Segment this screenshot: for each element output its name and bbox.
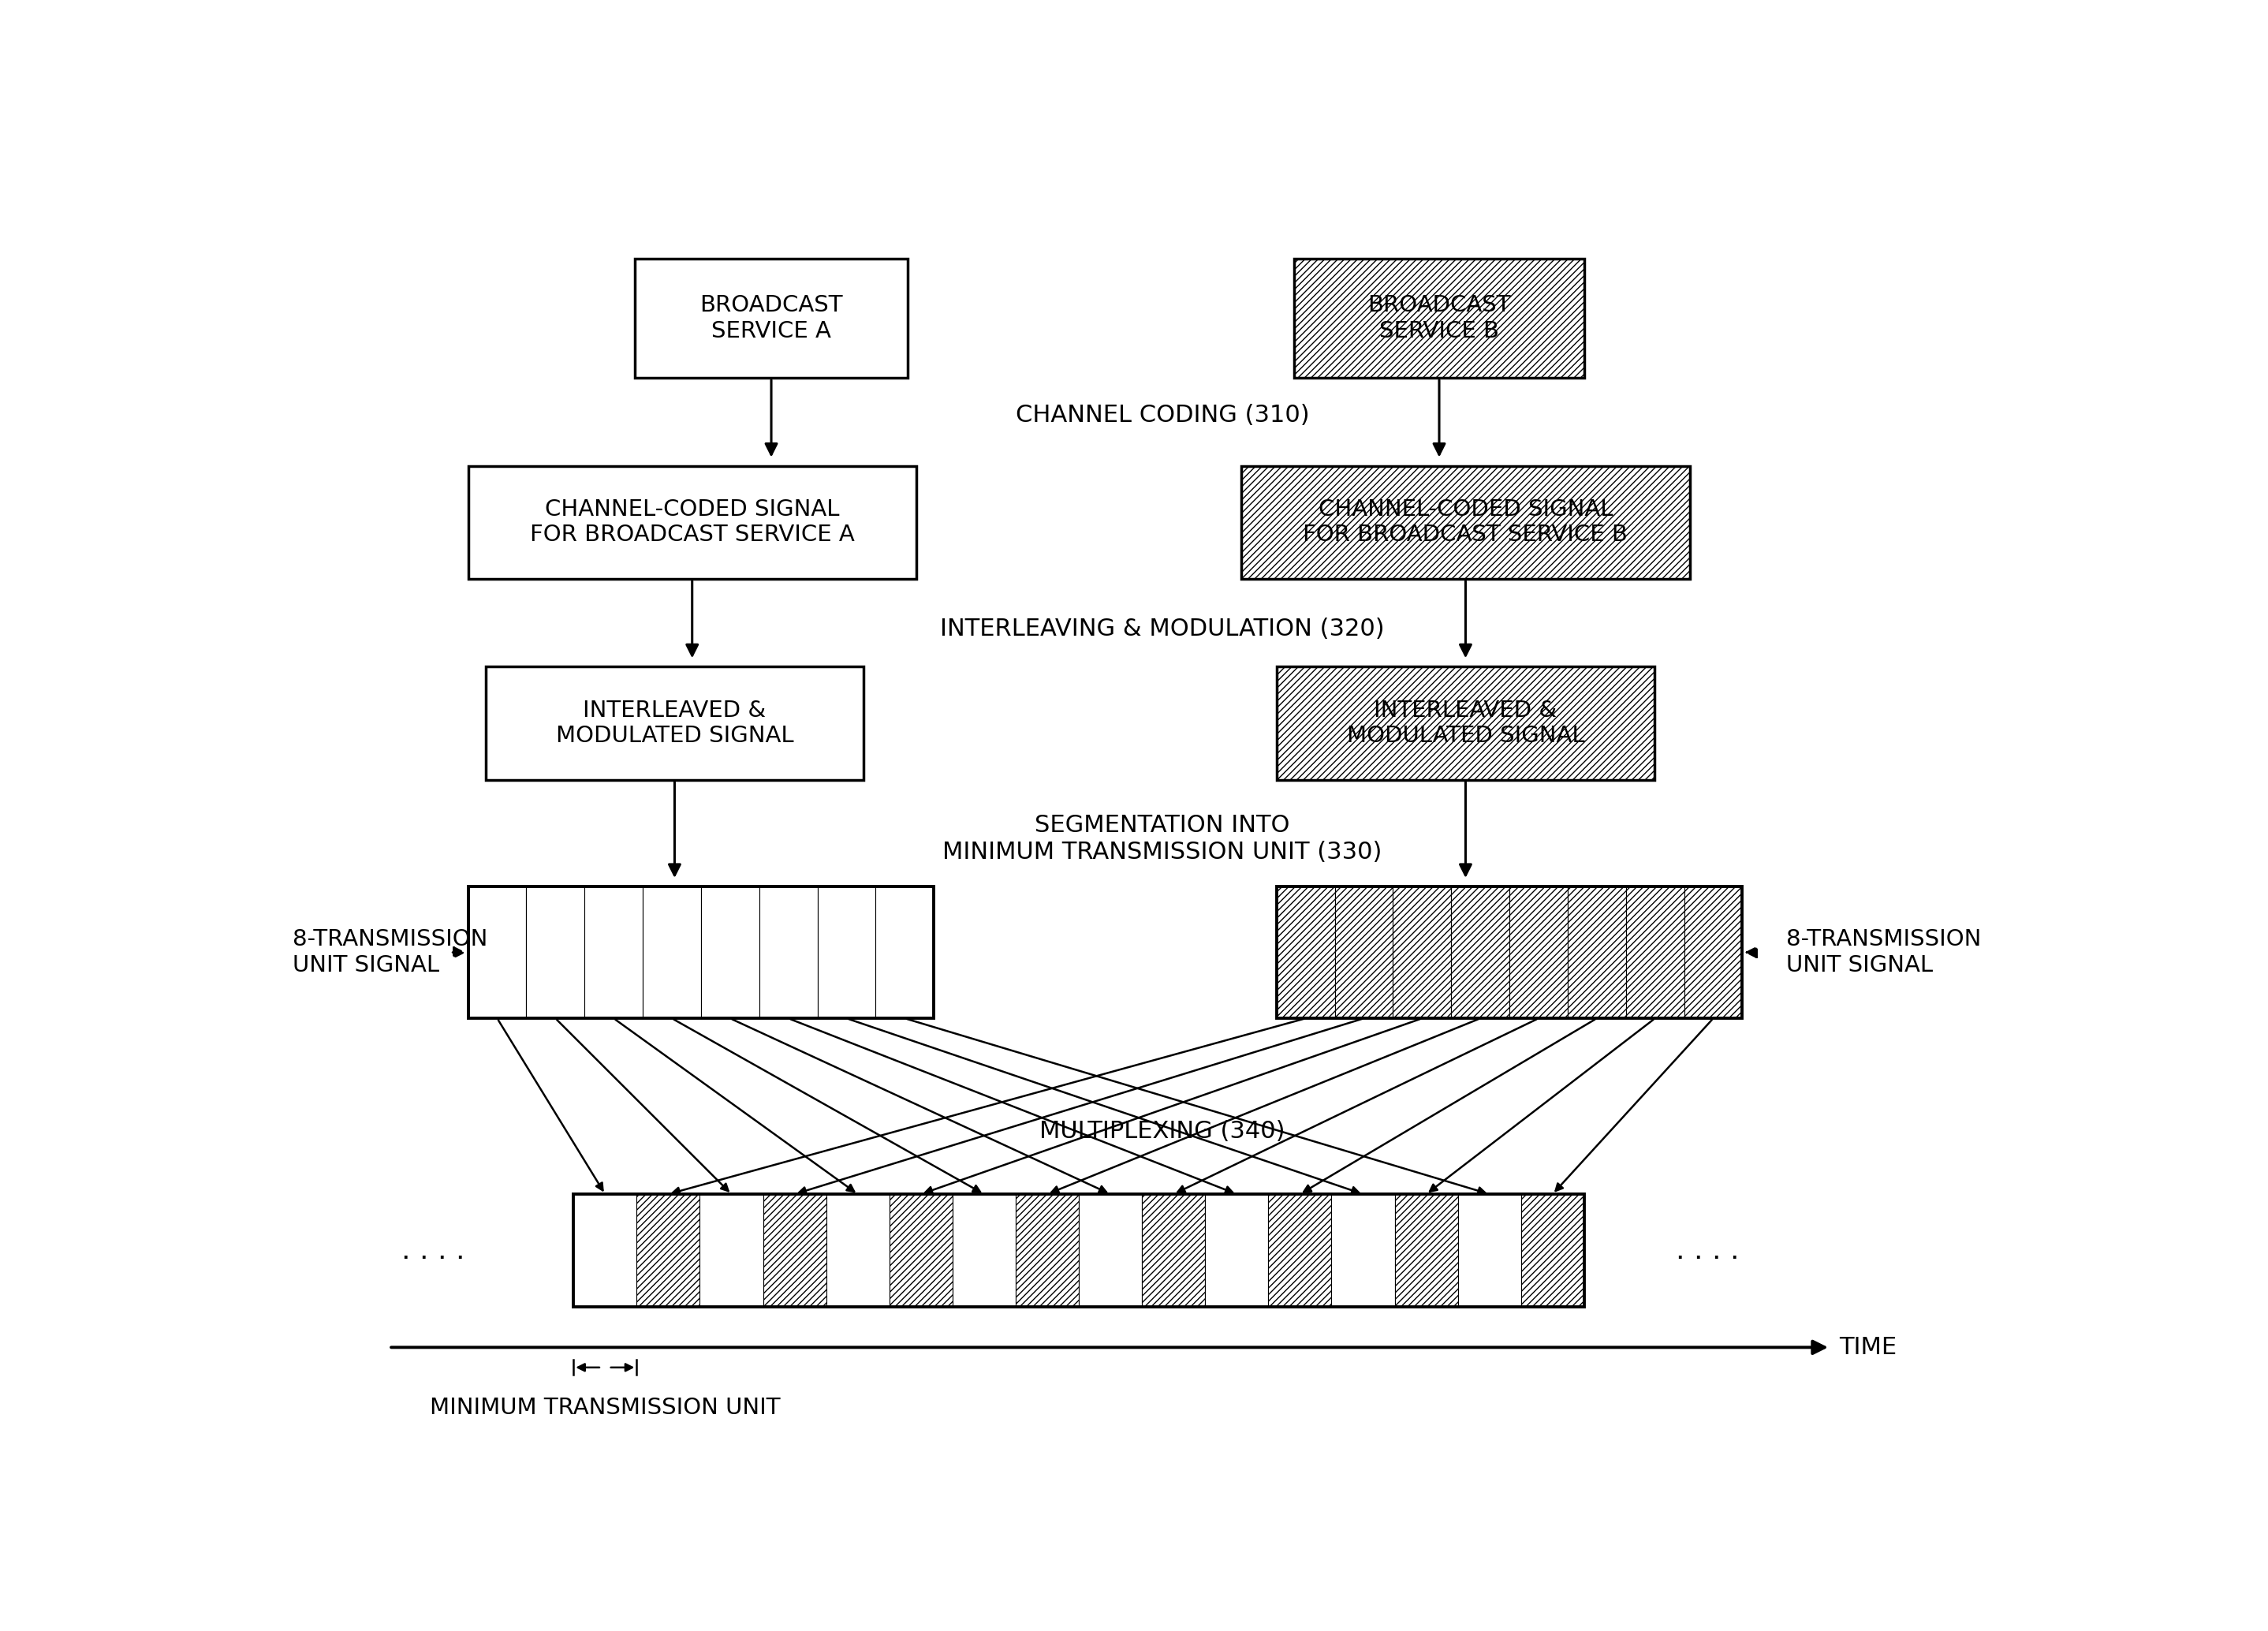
Bar [1143, 1194, 1204, 1306]
Text: TIME: TIME [1839, 1336, 1896, 1359]
Bar [1522, 1194, 1583, 1306]
Text: INTERLEAVED &
MODULATED SIGNAL: INTERLEAVED & MODULATED SIGNAL [556, 700, 794, 747]
Bar [1395, 1194, 1458, 1306]
Text: CHANNEL-CODED SIGNAL
FOR BROADCAST SERVICE A: CHANNEL-CODED SIGNAL FOR BROADCAST SERVI… [531, 499, 855, 546]
Bar [1510, 887, 1567, 1018]
Bar [1277, 887, 1742, 1018]
Text: CHANNEL-CODED SIGNAL
FOR BROADCAST SERVICE B: CHANNEL-CODED SIGNAL FOR BROADCAST SERVI… [1304, 499, 1628, 546]
Bar [875, 887, 934, 1018]
Bar [585, 887, 642, 1018]
Bar [467, 887, 934, 1018]
Bar [1080, 1194, 1143, 1306]
Bar [1295, 259, 1583, 378]
Bar [889, 1194, 953, 1306]
Bar [1567, 887, 1626, 1018]
Bar [1268, 1194, 1331, 1306]
Text: MULTIPLEXING (340): MULTIPLEXING (340) [1039, 1120, 1286, 1143]
Bar [816, 887, 875, 1018]
Bar [1277, 667, 1653, 780]
Bar [762, 1194, 826, 1306]
Text: BROADCAST
SERVICE A: BROADCAST SERVICE A [701, 294, 844, 343]
Text: SEGMENTATION INTO
MINIMUM TRANSMISSION UNIT (330): SEGMENTATION INTO MINIMUM TRANSMISSION U… [943, 814, 1381, 863]
Bar [1331, 1194, 1395, 1306]
Bar [635, 259, 907, 378]
Bar [642, 887, 701, 1018]
Bar [637, 1194, 701, 1306]
Bar [574, 1194, 1583, 1306]
Bar [953, 1194, 1016, 1306]
Bar [526, 887, 585, 1018]
Bar [485, 667, 864, 780]
Text: INTERLEAVED &
MODULATED SIGNAL: INTERLEAVED & MODULATED SIGNAL [1347, 700, 1585, 747]
Text: MINIMUM TRANSMISSION UNIT: MINIMUM TRANSMISSION UNIT [431, 1396, 780, 1419]
Bar [1277, 887, 1336, 1018]
Bar [826, 1194, 889, 1306]
Text: 8-TRANSMISSION
UNIT SIGNAL: 8-TRANSMISSION UNIT SIGNAL [293, 928, 488, 977]
Text: . . . .: . . . . [401, 1238, 465, 1264]
Bar [701, 1194, 762, 1306]
Bar [1685, 887, 1742, 1018]
Bar [1241, 466, 1690, 579]
Bar [1458, 1194, 1522, 1306]
Bar [1393, 887, 1452, 1018]
Bar [760, 887, 816, 1018]
Bar [1336, 887, 1393, 1018]
Text: CHANNEL CODING (310): CHANNEL CODING (310) [1016, 404, 1309, 427]
Text: 8-TRANSMISSION
UNIT SIGNAL: 8-TRANSMISSION UNIT SIGNAL [1787, 928, 1982, 977]
Text: BROADCAST
SERVICE B: BROADCAST SERVICE B [1368, 294, 1510, 343]
Bar [1452, 887, 1510, 1018]
Text: . . . .: . . . . [1676, 1238, 1740, 1264]
Bar [1204, 1194, 1268, 1306]
Bar [701, 887, 760, 1018]
Bar [1016, 1194, 1080, 1306]
Bar [467, 887, 526, 1018]
Bar [574, 1194, 637, 1306]
Bar [1626, 887, 1685, 1018]
Text: INTERLEAVING & MODULATION (320): INTERLEAVING & MODULATION (320) [941, 618, 1383, 641]
Bar [467, 466, 916, 579]
